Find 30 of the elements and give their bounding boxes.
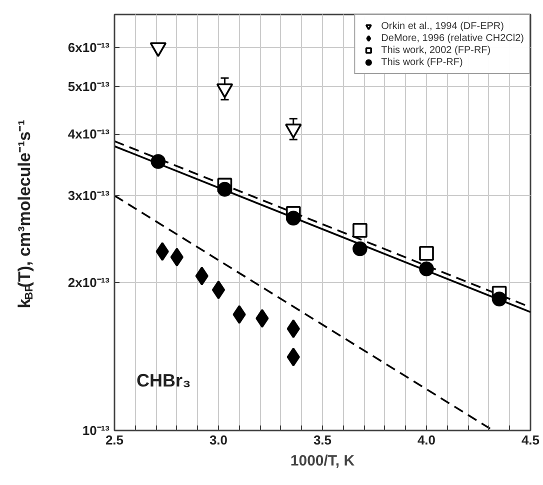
point <box>156 242 169 261</box>
point <box>419 261 434 276</box>
point <box>232 305 246 324</box>
point <box>212 280 226 300</box>
x-tick-label: 3.5 <box>313 432 332 448</box>
y-tick-label: 6x10⁻¹³ <box>68 40 110 55</box>
y-tick-label: 3x10⁻¹³ <box>68 188 110 204</box>
x-tick-label: 2.5 <box>105 432 124 448</box>
legend-label: This work (FP-RF) <box>381 56 463 68</box>
point <box>352 222 368 238</box>
y-tick-label: 2x10⁻¹³ <box>68 274 110 290</box>
point <box>352 241 368 256</box>
annotation: CHBr₃ <box>136 370 191 390</box>
legend-label: This work, 2002 (FP-RF) <box>381 44 491 56</box>
x-tick-label: 4.0 <box>417 432 436 448</box>
legend-label: Orkin et al., 1994 (DF-EPR) <box>381 20 504 32</box>
y-tick-label: 4x10⁻¹³ <box>68 126 110 142</box>
point <box>286 348 300 366</box>
y-tick-label: 5x10⁻¹³ <box>68 78 110 94</box>
point <box>419 246 434 261</box>
x-tick-label: 3.0 <box>209 432 228 448</box>
x-axis-title: 1000/T, K <box>290 452 355 470</box>
legend-label: DeMore, 1996 (relative CH2Cl2) <box>381 32 524 44</box>
point <box>150 154 166 169</box>
x-tick-label: 4.5 <box>521 432 540 448</box>
point <box>195 266 208 286</box>
point <box>492 292 507 306</box>
point <box>217 182 232 197</box>
y-axis-title: kBF(T), cm³molecule⁻¹s⁻¹ <box>15 119 36 308</box>
point <box>286 210 301 226</box>
